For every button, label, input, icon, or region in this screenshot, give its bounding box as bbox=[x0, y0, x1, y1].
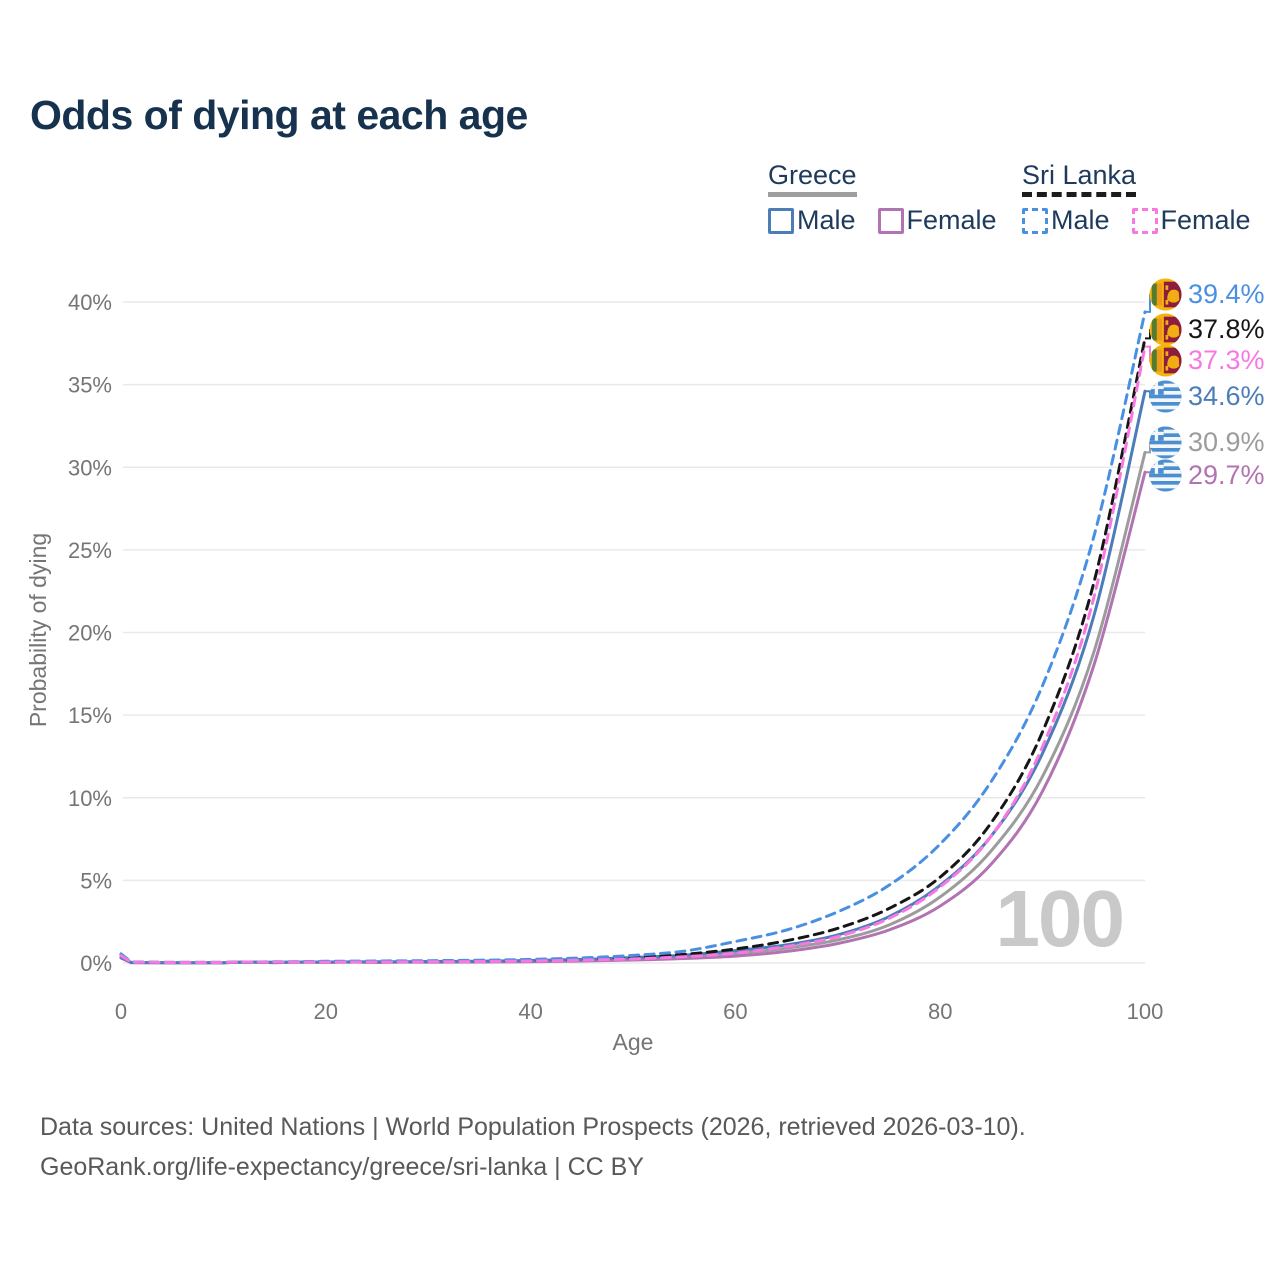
y-tick-label: 15% bbox=[68, 703, 112, 728]
footer-attribution: GeoRank.org/life-expectancy/greece/sri-l… bbox=[40, 1153, 644, 1181]
y-axis-title: Probability of dying bbox=[25, 533, 51, 727]
series-lines bbox=[119, 310, 1147, 965]
y-tick-label: 20% bbox=[68, 621, 112, 646]
greece-flag-icon bbox=[1149, 426, 1182, 459]
end-label-value: 39.4% bbox=[1188, 279, 1265, 309]
end-label-value: 37.3% bbox=[1188, 345, 1265, 375]
page-title: Odds of dying at each age bbox=[30, 92, 528, 138]
sri-lanka-flag-icon bbox=[1149, 313, 1182, 346]
x-tick-label: 100 bbox=[1127, 999, 1164, 1024]
legend-label-greece-female[interactable]: Female bbox=[906, 205, 997, 235]
y-tick-label: 35% bbox=[68, 373, 112, 398]
end-label-greece: 30.9% bbox=[1149, 426, 1265, 459]
legend-label-sri-lanka-female[interactable]: Female bbox=[1160, 205, 1251, 235]
legend-label-sri-lanka-male[interactable]: Male bbox=[1051, 205, 1110, 235]
legend-group-sri-lanka: Sri Lanka Male Female bbox=[1022, 161, 1273, 236]
legend-row-greece: Male Female bbox=[768, 205, 1019, 236]
sri-lanka-flag-icon bbox=[1149, 278, 1182, 311]
y-tick-label: 0% bbox=[80, 951, 112, 976]
grid-and-axes: 0% 5% 10% 15% 20% 25% 30% 35% 40% 0 20 40 60 80 100 bbox=[68, 290, 1163, 1024]
legend-swatch-greece-female[interactable] bbox=[877, 207, 904, 234]
legend-swatch-sri-lanka-male[interactable] bbox=[1022, 207, 1048, 234]
end-label-value: 30.9% bbox=[1188, 427, 1265, 457]
legend-row-sri-lanka: Male Female bbox=[1022, 205, 1273, 236]
legend-country-sri-lanka[interactable]: Sri Lanka bbox=[1022, 161, 1137, 197]
end-label-sri-lanka-male: 39.4% bbox=[1149, 278, 1265, 311]
series-line-sri-lanka-male[interactable] bbox=[119, 310, 1147, 964]
footer-data-sources: Data sources: United Nations | World Pop… bbox=[40, 1113, 1026, 1141]
end-label-greece-female: 29.7% bbox=[1149, 459, 1265, 492]
series-line-greece-male[interactable] bbox=[119, 389, 1147, 965]
y-tick-label: 30% bbox=[68, 455, 112, 480]
greece-flag-icon bbox=[1149, 459, 1182, 492]
series-line-sri-lanka[interactable] bbox=[119, 336, 1147, 964]
series-line-sri-lanka-female[interactable] bbox=[119, 345, 1147, 964]
y-tick-label: 5% bbox=[80, 868, 112, 893]
x-axis-title: Age bbox=[613, 1029, 654, 1055]
x-tick-label: 20 bbox=[314, 999, 338, 1024]
greece-flag-icon bbox=[1149, 380, 1182, 413]
end-label-greece-male: 34.6% bbox=[1149, 380, 1265, 413]
y-tick-label: 10% bbox=[68, 786, 112, 811]
y-tick-label: 40% bbox=[68, 290, 112, 315]
end-label-value: 29.7% bbox=[1188, 460, 1265, 490]
legend-label-greece-male[interactable]: Male bbox=[797, 205, 856, 235]
x-tick-label: 60 bbox=[723, 999, 747, 1024]
y-tick-label: 25% bbox=[68, 538, 112, 563]
legend-swatch-greece-male[interactable] bbox=[768, 207, 794, 234]
end-label-sri-lanka: 37.8% bbox=[1149, 313, 1265, 346]
x-tick-label: 80 bbox=[928, 999, 952, 1024]
sri-lanka-flag-icon bbox=[1149, 344, 1182, 377]
age-watermark: 100 bbox=[996, 874, 1123, 963]
legend-swatch-sri-lanka-female[interactable] bbox=[1131, 207, 1158, 234]
series-line-greece[interactable] bbox=[119, 450, 1147, 965]
footer: Data sources: United Nations | World Pop… bbox=[40, 1107, 1026, 1187]
x-tick-label: 40 bbox=[518, 999, 542, 1024]
end-label-value: 37.8% bbox=[1188, 314, 1265, 344]
series-line-greece-female[interactable] bbox=[119, 470, 1147, 965]
legend-country-greece[interactable]: Greece bbox=[768, 161, 857, 197]
x-tick-label: 0 bbox=[115, 999, 127, 1024]
end-label-value: 34.6% bbox=[1188, 381, 1265, 411]
legend-group-greece: Greece Male Female bbox=[768, 161, 1019, 236]
end-label-sri-lanka-female: 37.3% bbox=[1149, 344, 1265, 377]
